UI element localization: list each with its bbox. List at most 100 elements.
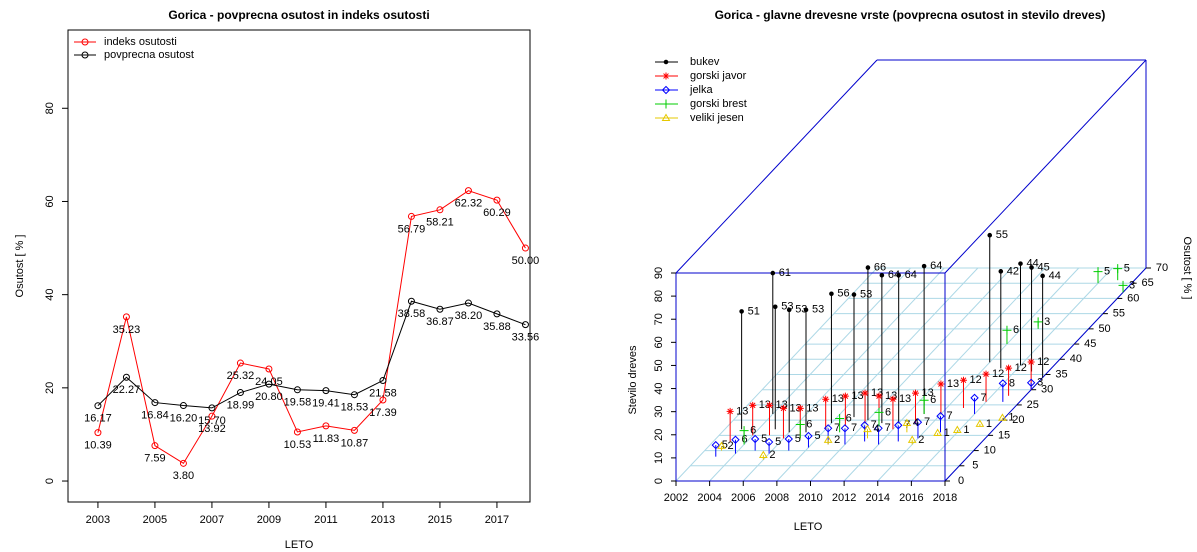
x-tick-label: 2018 [933,492,957,504]
point [911,389,919,397]
point [151,399,159,407]
value-label: 24.05 [255,376,283,388]
point-label: 7 [871,419,877,431]
point [1093,267,1103,277]
x-tick-label: 2012 [832,492,856,504]
point [796,404,804,412]
value-label: 22.27 [113,384,141,396]
point [822,395,830,403]
point [236,359,244,367]
point [998,269,1004,274]
point [208,412,216,420]
y-tick-label: 20 [44,382,56,394]
legend-label: gorski brest [690,98,747,110]
point-label: 13 [885,390,897,402]
point [151,442,159,450]
point [952,425,962,433]
point-label: 12 [1037,356,1049,368]
value-label: 38.58 [398,308,426,320]
point-label: 12 [969,374,981,386]
point [921,263,927,269]
point-label: 13 [789,402,801,414]
z-tick-label: 30 [653,406,665,418]
x-tick-label: 2006 [731,492,755,504]
point [975,419,985,427]
point [739,426,749,436]
point [81,38,89,46]
legend-label: bukev [690,56,720,68]
point [265,380,273,388]
point [436,305,444,313]
value-label: 16.17 [84,413,112,425]
value-label: 33.56 [512,332,540,344]
series-line [97,190,526,465]
point-label: 53 [812,304,824,316]
point-label: 1 [986,418,992,430]
point [1033,317,1043,327]
x-tick-label: 2011 [314,514,338,526]
point [970,393,979,403]
x-tick-label: 2008 [765,492,789,504]
point-label: 1 [963,424,969,436]
z-tick-label: 0 [653,478,665,484]
x-tick-label: 2009 [257,514,281,526]
value-label: 18.53 [341,402,369,414]
point [1002,325,1012,335]
point-label: 6 [930,394,936,406]
x-tick-label: 2005 [143,514,167,526]
y-tick-label: 0 [958,475,964,487]
point [711,440,720,450]
point [779,404,787,412]
point [841,392,849,400]
point [919,395,929,405]
point [407,297,415,305]
point [179,459,187,467]
point-label: 4 [913,417,919,429]
point-label: 5 [761,433,767,445]
point-label: 13 [759,399,771,411]
y-tick-label: 70 [1156,262,1168,274]
x-tick-label: 2007 [200,514,224,526]
point-label: 3 [1037,377,1043,389]
point-label: 2 [918,434,924,446]
point [379,396,387,404]
box-edge [944,59,1147,274]
value-label: 18.99 [227,399,255,411]
point [1018,261,1023,266]
y-tick-label: 25 [1027,399,1039,411]
point [1118,280,1128,290]
point [835,413,845,423]
point-label: 3 [1129,279,1135,291]
point-label: 7 [885,422,891,434]
z-axis-label: Stevilo dreves [627,345,639,415]
value-label: 60.29 [483,207,511,219]
y-tick-label: 0 [44,478,56,484]
y-axis-label: Osutost [ % ] [1181,237,1193,300]
y-tick-label: 60 [44,195,56,207]
point [861,389,869,397]
point [493,196,501,204]
point-label: 64 [930,260,942,272]
point-label: 12 [1015,362,1027,374]
legend-label: jelka [689,84,714,96]
point [823,435,833,443]
point [94,402,102,410]
point [236,389,244,397]
point [889,395,897,403]
x-tick-label: 2015 [428,514,452,526]
point [293,386,301,394]
point-label: 64 [905,269,917,281]
point [766,401,774,409]
point [661,99,671,109]
point [1113,264,1123,274]
value-label: 10.39 [84,440,112,452]
y-tick-label: 80 [44,102,56,114]
value-label: 50.00 [512,255,540,267]
value-label: 36.87 [426,316,454,328]
point-label: 13 [899,393,911,405]
z-tick-label: 80 [653,290,665,302]
point-label: 6 [806,418,812,430]
x-tick-label: 2004 [697,492,721,504]
point [772,304,778,310]
point-label: 7 [851,422,857,434]
